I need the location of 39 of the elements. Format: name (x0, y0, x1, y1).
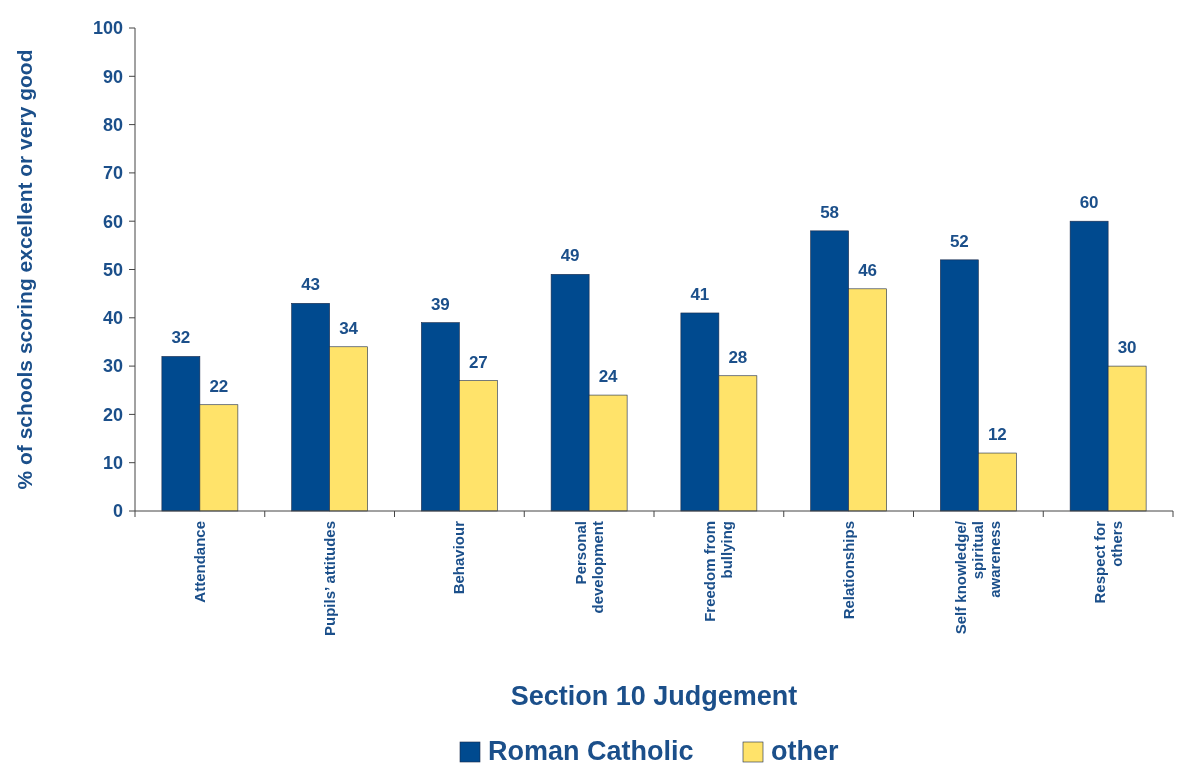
data-label: 22 (209, 376, 229, 396)
data-label: 49 (560, 246, 580, 266)
x-tick-label: Relationships (839, 521, 857, 620)
data-label: 34 (339, 318, 359, 338)
y-axis-title: % of schools scoring excellent or very good (13, 49, 36, 490)
data-label: 41 (690, 284, 710, 304)
data-label: 32 (171, 328, 191, 348)
x-axis-title: Section 10 Judgement (510, 681, 798, 711)
x-tick-label: Behaviour (450, 520, 468, 595)
data-label: 27 (468, 352, 488, 372)
data-label: 60 (1079, 193, 1099, 213)
x-tick-label: Attendance (190, 521, 208, 603)
y-tick-label: 60 (102, 211, 123, 232)
y-tick-label: 10 (102, 453, 123, 473)
x-tick-label: Respect for others (1090, 520, 1125, 604)
y-tick-label: 30 (102, 356, 123, 377)
y-tick-label: 20 (102, 404, 123, 425)
x-tick-label: Freedom from bullying (701, 521, 736, 622)
data-label: 24 (598, 367, 619, 387)
y-tick-label: 40 (102, 308, 123, 329)
data-label: 46 (858, 260, 878, 280)
data-label: 58 (820, 202, 840, 222)
y-tick-label: 70 (102, 163, 123, 184)
y-tick-label: 50 (102, 259, 123, 280)
y-tick-label: 0 (112, 501, 123, 522)
x-tick-label: Self knowledge/ spiritual awareness (952, 520, 1004, 635)
data-label: 28 (728, 347, 748, 367)
data-label: 43 (301, 275, 321, 295)
y-tick-label: 90 (102, 66, 123, 87)
y-tick-label: 80 (102, 114, 123, 135)
x-tick-label: Pupils’ attitudes (320, 521, 338, 637)
y-tick-label: 100 (92, 18, 123, 39)
legend-label: Roman Catholic (488, 736, 694, 766)
data-label: 30 (1117, 338, 1137, 358)
data-label: 39 (430, 294, 450, 314)
data-label: 12 (987, 425, 1007, 445)
data-label: 52 (949, 231, 969, 251)
x-tick-label: Personal development (571, 521, 606, 614)
legend-label: other (771, 736, 839, 766)
